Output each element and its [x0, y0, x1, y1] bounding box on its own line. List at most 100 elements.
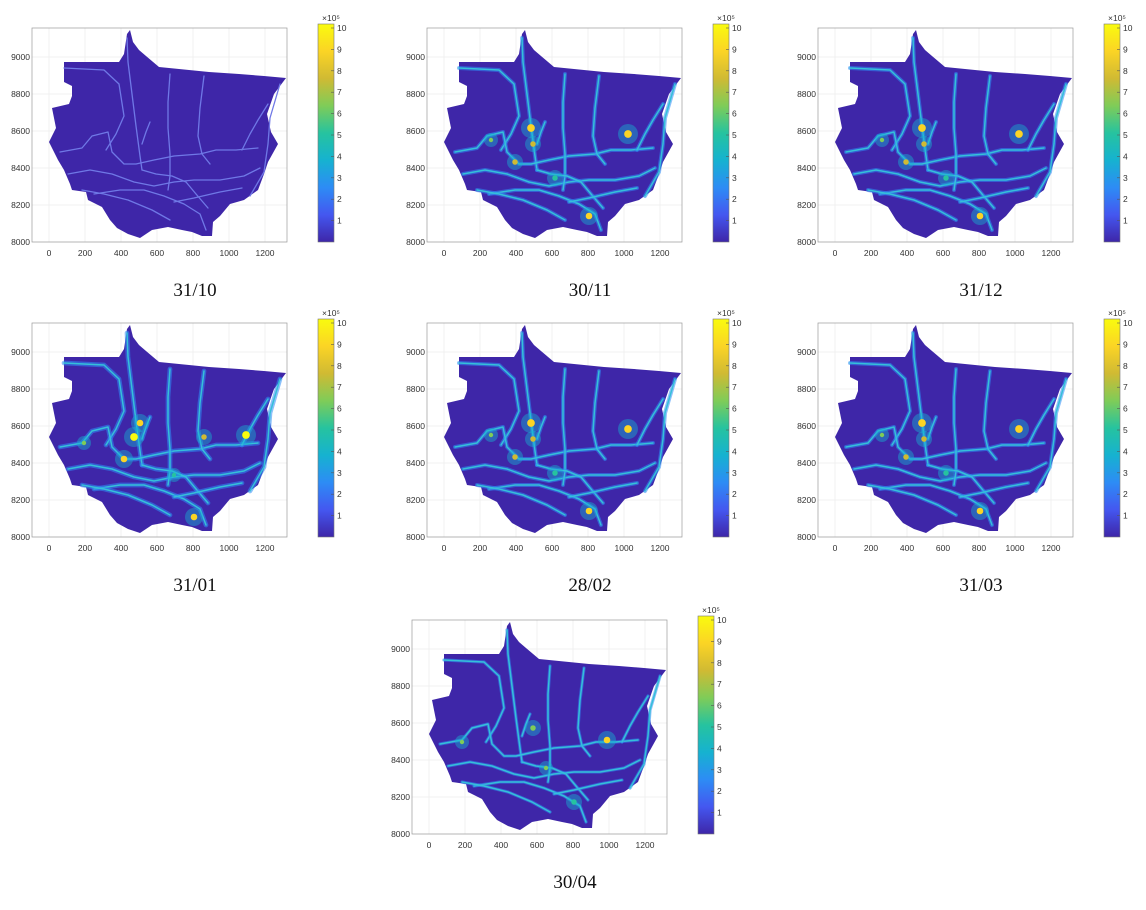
road-line: [629, 675, 661, 789]
axes-box: [817, 27, 1074, 243]
region-map: [444, 30, 681, 238]
x-tick-label: 600: [530, 840, 544, 850]
colorbar-tick-label: 9: [717, 636, 722, 646]
road-line: [173, 187, 243, 203]
y-tick-label: 8000: [797, 237, 816, 247]
x-tick-label: 0: [442, 543, 447, 553]
map-plot: 0 200 400 600 800 1000 1200 8000 8200 8400 8600 880…: [797, 308, 1133, 553]
hotspot: [552, 470, 558, 476]
map-panel-6: 0 200 400 600 800 1000 1200 8000 8200 8400 8600 880…: [796, 305, 1146, 596]
road-line: [983, 370, 997, 460]
x-tick-label: 1200: [636, 840, 655, 850]
road-line: [458, 67, 520, 151]
road-line: [959, 187, 1029, 203]
road-line: [454, 426, 654, 460]
hotspot: [530, 141, 536, 147]
road-line: [568, 187, 638, 203]
colorbar-tick-label: 1: [717, 808, 722, 818]
panel-date-caption: 28/02: [568, 575, 612, 596]
region-map: [49, 325, 286, 533]
hotspot: [81, 440, 87, 446]
axes-box: [426, 27, 683, 243]
x-tick-label: 600: [150, 543, 164, 553]
hotspot: [976, 212, 984, 220]
y-tick-label: 9000: [406, 52, 425, 62]
hotspot: [903, 454, 909, 460]
road-line: [476, 189, 566, 221]
road-line: [849, 362, 911, 446]
road-line: [636, 103, 664, 151]
colorbar-tick-label: 4: [337, 151, 342, 161]
colorbar-tick-label: 1: [1123, 511, 1128, 521]
y-tick-label: 8800: [406, 89, 425, 99]
x-tick-label: 1200: [1042, 248, 1061, 258]
road-line: [867, 484, 957, 516]
y-tick-label: 9000: [11, 347, 30, 357]
road-line: [521, 37, 538, 171]
colorbar-tick-label: 6: [732, 404, 737, 414]
y-tick-label: 8000: [11, 532, 30, 542]
road-line: [167, 368, 171, 486]
road-line: [867, 189, 957, 221]
road-line: [67, 167, 261, 187]
map-plot: 0 200 400 600 800 1000 1200 8000 8200 8400 8600 880…: [406, 308, 742, 553]
road-line: [644, 378, 676, 492]
road-line: [636, 398, 664, 446]
colorbar: [712, 318, 730, 538]
colorbar-tick-label: 8: [732, 361, 737, 371]
x-tick-label: 600: [936, 248, 950, 258]
colorbar-tick-label: 9: [732, 44, 737, 54]
region-map: [429, 622, 666, 830]
y-tick-label: 8600: [406, 421, 425, 431]
road-line: [458, 362, 520, 446]
hotspot: [1015, 425, 1023, 433]
map-panel-2: 0 200 400 600 800 1000 1200 8000 8200 8400 8600 880…: [405, 10, 775, 301]
x-tick-label: 200: [78, 543, 92, 553]
x-tick-label: 800: [972, 543, 986, 553]
hotspot: [571, 799, 577, 805]
y-tick-label: 9000: [797, 52, 816, 62]
x-tick-label: 800: [186, 543, 200, 553]
panel-date-caption: 31/01: [173, 575, 217, 596]
y-tick-label: 8400: [406, 163, 425, 173]
colorbar-tick-label: 9: [732, 339, 737, 349]
road-line: [141, 416, 151, 440]
hotspot: [512, 159, 518, 165]
hotspot: [918, 419, 926, 427]
road-line: [462, 462, 656, 482]
x-tick-label: 0: [442, 248, 447, 258]
panel-date-caption: 30/04: [553, 872, 597, 893]
hotspot: [552, 175, 558, 181]
axes-box: [817, 322, 1074, 538]
y-tick-label: 8800: [11, 89, 30, 99]
y-tick-label: 8600: [797, 126, 816, 136]
x-tick-label: 1200: [651, 543, 670, 553]
road-line: [959, 482, 1029, 498]
hotspot: [624, 130, 632, 138]
road-line: [562, 73, 566, 191]
colorbar-tick-label: 3: [1123, 468, 1128, 478]
region-map: [835, 325, 1072, 533]
x-tick-label: 200: [473, 543, 487, 553]
y-tick-label: 8200: [11, 495, 30, 505]
hotspot: [512, 454, 518, 460]
hotspot: [201, 434, 207, 440]
road-line: [63, 67, 125, 151]
road-line: [443, 659, 505, 743]
colorbar-tick-label: 8: [732, 66, 737, 76]
road-line: [488, 189, 602, 231]
hotspot: [921, 436, 927, 442]
road-line: [1035, 378, 1067, 492]
colorbar-tick-label: 6: [337, 109, 342, 119]
hotspot: [190, 513, 198, 521]
colorbar-tick-label: 3: [337, 173, 342, 183]
hotspot: [921, 141, 927, 147]
colorbar-tick-label: 4: [1123, 446, 1128, 456]
road-line: [845, 426, 1045, 460]
y-tick-label: 8800: [406, 384, 425, 394]
road-line: [126, 37, 143, 171]
hotspot: [171, 472, 177, 478]
road-line: [59, 131, 259, 165]
colorbar-tick-label: 7: [1123, 382, 1128, 392]
hotspot: [903, 159, 909, 165]
